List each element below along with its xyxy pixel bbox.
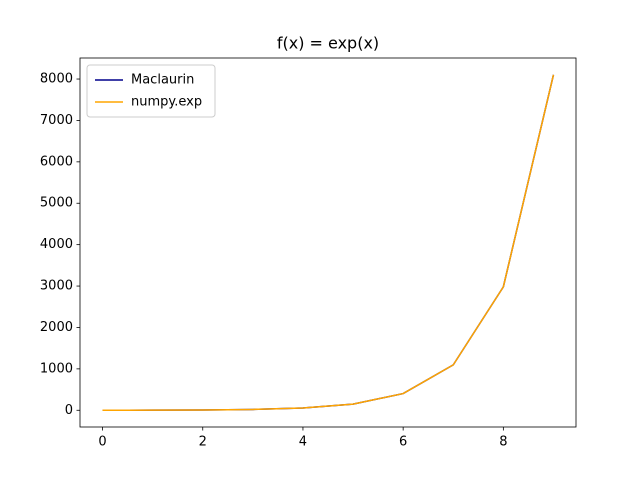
y-tick-label: 8000 <box>40 72 73 87</box>
y-tick-label: 5000 <box>40 196 73 211</box>
legend-label: Maclaurin <box>131 73 194 88</box>
x-tick-label: 0 <box>98 435 106 450</box>
line-series <box>102 74 555 411</box>
y-tick-label: 3000 <box>40 279 73 294</box>
plot-frame <box>79 57 577 428</box>
x-tick-label: 8 <box>499 435 507 450</box>
y-tick-label: 4000 <box>40 237 73 252</box>
y-tick-label: 0 <box>65 403 73 418</box>
y-tick-label: 1000 <box>40 361 73 376</box>
y-tick-label: 2000 <box>40 320 73 335</box>
chart-title: f(x) = exp(x) <box>277 34 379 53</box>
x-tick-label: 4 <box>299 435 307 450</box>
legend-label: numpy.exp <box>131 95 202 110</box>
legend-box <box>86 64 216 118</box>
y-tick-label: 6000 <box>40 154 73 169</box>
y-tick-label: 7000 <box>40 113 73 128</box>
x-tick-label: 2 <box>199 435 207 450</box>
x-tick-label: 6 <box>399 435 407 450</box>
